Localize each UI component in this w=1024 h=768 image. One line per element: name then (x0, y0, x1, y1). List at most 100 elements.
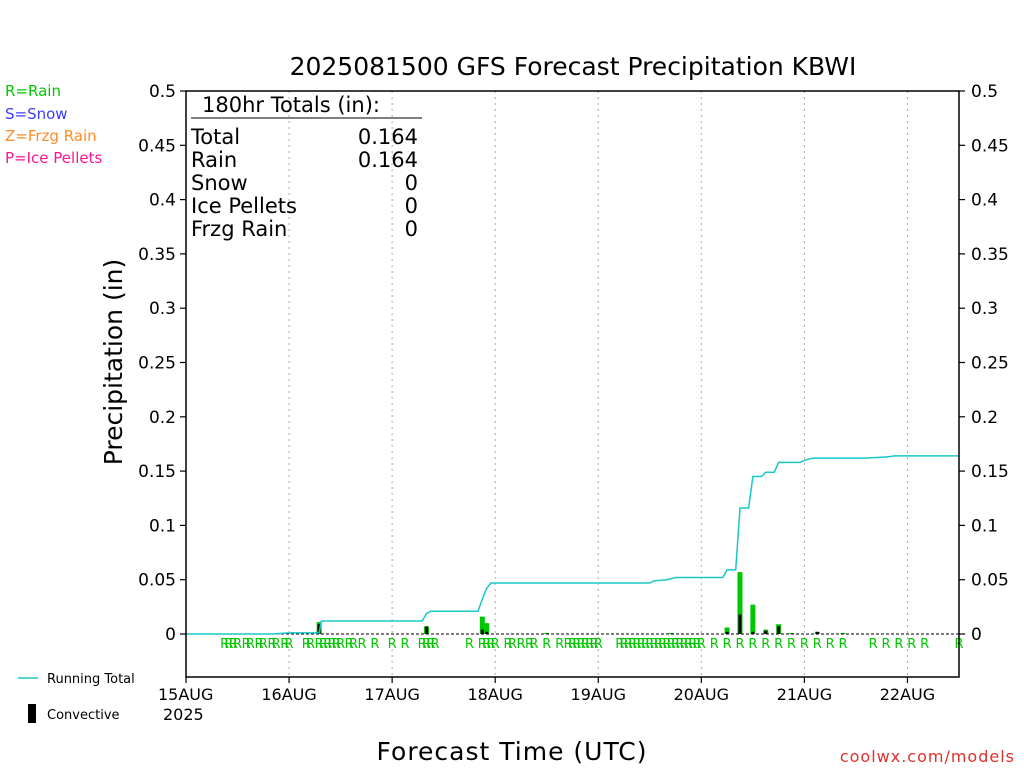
y-tick-label-left-1: 0.05 (138, 571, 176, 591)
marker-r-76: R (787, 637, 796, 652)
marker-r-19: R (336, 637, 345, 652)
marker-r-48: R (589, 637, 598, 652)
totals-value-1: 0.164 (358, 148, 418, 172)
y-tick-label-right-10: 0.5 (971, 82, 998, 102)
marker-r-14: R (315, 637, 324, 652)
totals-label-2: Snow (191, 171, 248, 195)
y-tick-label-left-2: 0.1 (149, 516, 176, 536)
marker-r-62: R (667, 637, 676, 652)
marker-r-23: R (370, 637, 379, 652)
year-label: 2025 (163, 705, 204, 724)
x-axis-label: Forecast Time (UTC) (377, 737, 648, 766)
type-key-snow: S=Snow (5, 105, 68, 123)
x-tick-label-4: 19AUG (571, 685, 626, 704)
marker-r-61: R (662, 637, 671, 652)
marker-r-1: R (224, 637, 233, 652)
marker-r-54: R (632, 637, 641, 652)
x-tick-label-3: 18AUG (467, 685, 522, 704)
marker-r-85: R (920, 637, 929, 652)
rain-bar-11 (789, 632, 795, 634)
marker-r-77: R (800, 637, 809, 652)
marker-r-83: R (894, 637, 903, 652)
marker-r-79: R (826, 637, 835, 652)
convective-bar-4 (725, 631, 729, 634)
totals-value-3: 0 (405, 194, 418, 218)
totals-value-4: 0 (405, 217, 418, 241)
marker-r-57: R (645, 637, 654, 652)
legend-convective-label: Convective (47, 708, 120, 723)
marker-r-71: R (723, 637, 732, 652)
marker-r-50: R (615, 637, 624, 652)
marker-r-74: R (761, 637, 770, 652)
marker-r-28: R (426, 637, 435, 652)
marker-r-25: R (400, 637, 409, 652)
marker-r-46: R (581, 637, 590, 652)
y-tick-label-left-6: 0.3 (149, 299, 176, 319)
y-tick-label-left-8: 0.4 (149, 191, 176, 211)
marker-r-6: R (254, 637, 263, 652)
watermark: coolwx.com/models (840, 747, 1015, 766)
rain-bar-6 (724, 627, 730, 634)
marker-r-43: R (568, 637, 577, 652)
marker-r-11: R (285, 637, 294, 652)
x-tick-label-6: 21AUG (777, 685, 832, 704)
marker-r-15: R (319, 637, 328, 652)
marker-r-81: R (869, 637, 878, 652)
marker-r-72: R (735, 637, 744, 652)
marker-r-7: R (259, 637, 268, 652)
marker-r-22: R (358, 637, 367, 652)
totals-heading: 180hr Totals (in): (202, 93, 380, 117)
grid-lines (288, 91, 908, 677)
marker-r-31: R (478, 637, 487, 652)
totals-label-0: Total (190, 125, 240, 149)
convective-bar-2 (480, 629, 484, 634)
rain-bar-2 (479, 616, 485, 634)
marker-r-80: R (839, 637, 848, 652)
y-tick-label-right-5: 0.25 (971, 354, 1009, 374)
type-key: R=Rain S=Snow Z=Frzg Rain P=Ice Pellets (5, 82, 102, 167)
legend: Running Total Convective (18, 672, 135, 723)
marker-r-42: R (564, 637, 573, 652)
marker-r-5: R (246, 637, 255, 652)
marker-r-30: R (465, 637, 474, 652)
x-ticks: 15AUG 16AUG 17AUG 18AUG 19AUG 20AUG 21AUG 22AUG (158, 677, 935, 704)
totals-label-3: Ice Pellets (191, 194, 297, 218)
rain-bar-7 (737, 572, 743, 634)
marker-r-65: R (680, 637, 689, 652)
y-tick-label-right-9: 0.45 (971, 136, 1009, 156)
marker-r-8: R (267, 637, 276, 652)
y-axis-label: Precipitation (in) (99, 259, 128, 466)
x-tick-label-1: 16AUG (261, 685, 316, 704)
convective-bars (317, 614, 819, 634)
y-tick-label-right-8: 0.4 (971, 191, 998, 211)
marker-r-64: R (675, 637, 684, 652)
marker-r-58: R (650, 637, 659, 652)
marker-r-53: R (628, 637, 637, 652)
totals-label-1: Rain (191, 148, 237, 172)
rain-bars (316, 572, 846, 634)
y-tick-label-right-2: 0.1 (971, 516, 998, 536)
marker-r-35: R (504, 637, 513, 652)
marker-r-38: R (525, 637, 534, 652)
marker-r-18: R (332, 637, 341, 652)
marker-r-32: R (482, 637, 491, 652)
running-total-series (186, 455, 959, 635)
y-ticks: 0 00.05 0.050.1 0.10.15 0.150.2 0.20.25 0.250.… (138, 82, 1009, 645)
marker-r-20: R (345, 637, 354, 652)
convective-bar-6 (751, 631, 755, 634)
marker-r-13: R (306, 637, 315, 652)
marker-r-84: R (907, 637, 916, 652)
marker-r-68: R (693, 637, 702, 652)
marker-r-24: R (388, 637, 397, 652)
marker-r-51: R (620, 637, 629, 652)
rain-bar-8 (750, 604, 756, 634)
marker-r-82: R (881, 637, 890, 652)
running-total-line (186, 455, 959, 635)
marker-r-55: R (637, 637, 646, 652)
y-tick-label-left-7: 0.35 (138, 245, 176, 265)
marker-r-52: R (624, 637, 633, 652)
marker-r-75: R (774, 637, 783, 652)
marker-r-27: R (422, 637, 431, 652)
